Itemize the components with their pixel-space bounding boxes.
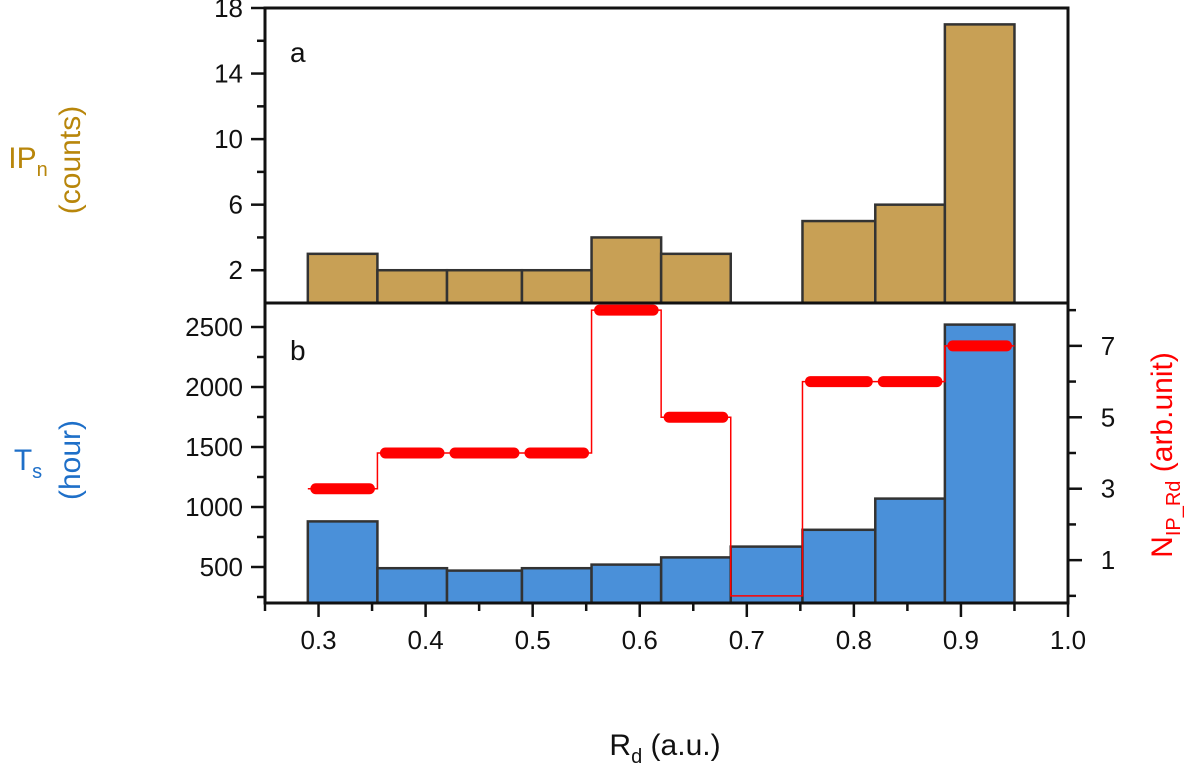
panel-b-ytick-label-4: 2500: [185, 312, 243, 342]
panel-b-bar-1: [376, 566, 449, 605]
panel-a-ytick-label-4: 18: [214, 0, 243, 23]
panel-b-right-ytick-label-2: 5: [1101, 402, 1115, 432]
panel-b-right-ylabel-main: N: [1146, 536, 1179, 558]
panel-b-bar-0: [306, 520, 379, 605]
panel-a-bar-2: [445, 268, 524, 305]
x-axis-label: Rd (a.u.): [609, 729, 720, 768]
panel-b-bar-3: [520, 566, 593, 605]
panel-b-right-ylabel-unit: (arb.unit): [1146, 352, 1179, 480]
panel-b-ytick-label-2: 1500: [185, 432, 243, 462]
panel-a-ytick-label-0: 2: [229, 255, 243, 285]
panel-b-right-ylabel-sub: IP_Rd: [1163, 481, 1185, 537]
panel-b-ylabel-main: T: [14, 444, 32, 477]
panel-a-ylabel: IPn: [8, 142, 47, 181]
panel-b-ytick-label-1: 1000: [185, 492, 243, 522]
panel-a-bar-5: [659, 252, 732, 305]
xtick-label-1: 0.4: [408, 625, 444, 655]
panel-b-right-ytick-label-3: 7: [1101, 331, 1115, 361]
panel-b-ylabel: Ts: [14, 444, 42, 483]
panel-b-bar-6: [729, 545, 804, 605]
panel-b-bar-4: [590, 563, 663, 605]
xtick-label-6: 0.9: [943, 625, 979, 655]
panel-b-bar-9: [943, 323, 1016, 605]
xtick-label-4: 0.7: [729, 625, 765, 655]
panel-a-bar-4: [590, 236, 663, 305]
xtick-label-2: 0.5: [515, 625, 551, 655]
panel-a-ylabel-main: IP: [8, 142, 36, 175]
xtick-label-5: 0.8: [836, 625, 872, 655]
panel-b-bar-8: [874, 497, 947, 605]
panel-a-bar-8: [943, 23, 1016, 305]
xtick-label-3: 0.6: [622, 625, 658, 655]
panel-b-letter: b: [290, 335, 306, 366]
panel-b-right-ytick-label-1: 3: [1101, 474, 1115, 504]
panel-a-bar-6: [801, 219, 877, 305]
panel-b-bar-5: [659, 556, 732, 605]
panel-b-ytick-label-0: 500: [200, 552, 243, 582]
panel-b-ylabel-sub: s: [32, 461, 42, 483]
panel-b-ytick-label-3: 2000: [185, 372, 243, 402]
panel-b-ylabel-unit: (hour): [54, 420, 87, 500]
panel-a-ytick-label-2: 10: [214, 124, 243, 154]
panel-b-bar-7: [801, 528, 877, 605]
panel-a-bar-3: [520, 268, 593, 305]
panel-b-right-ytick-label-0: 1: [1101, 545, 1115, 575]
panel-a-bar-0: [306, 252, 379, 305]
x-axis-label-sub: d: [631, 746, 642, 768]
panel-a-bar-1: [376, 268, 449, 305]
panel-b-right-ylabel: NIP_Rd (arb.unit): [1146, 352, 1185, 558]
x-axis-label-main: R: [609, 729, 631, 762]
xtick-label-0: 0.3: [300, 625, 336, 655]
panel-a-ylabel-sub: n: [37, 159, 48, 181]
x-axis-label-unit: (a.u.): [642, 729, 720, 762]
panel-a-letter: a: [290, 37, 306, 68]
panel-b-bar-2: [445, 569, 524, 605]
xtick-label-7: 1.0: [1050, 625, 1086, 655]
panel-a-ytick-label-3: 14: [214, 59, 243, 89]
panel-a-ylabel-unit: (counts): [54, 106, 87, 214]
panel-a-bar-7: [874, 203, 947, 305]
panel-a-ytick-label-1: 6: [229, 190, 243, 220]
